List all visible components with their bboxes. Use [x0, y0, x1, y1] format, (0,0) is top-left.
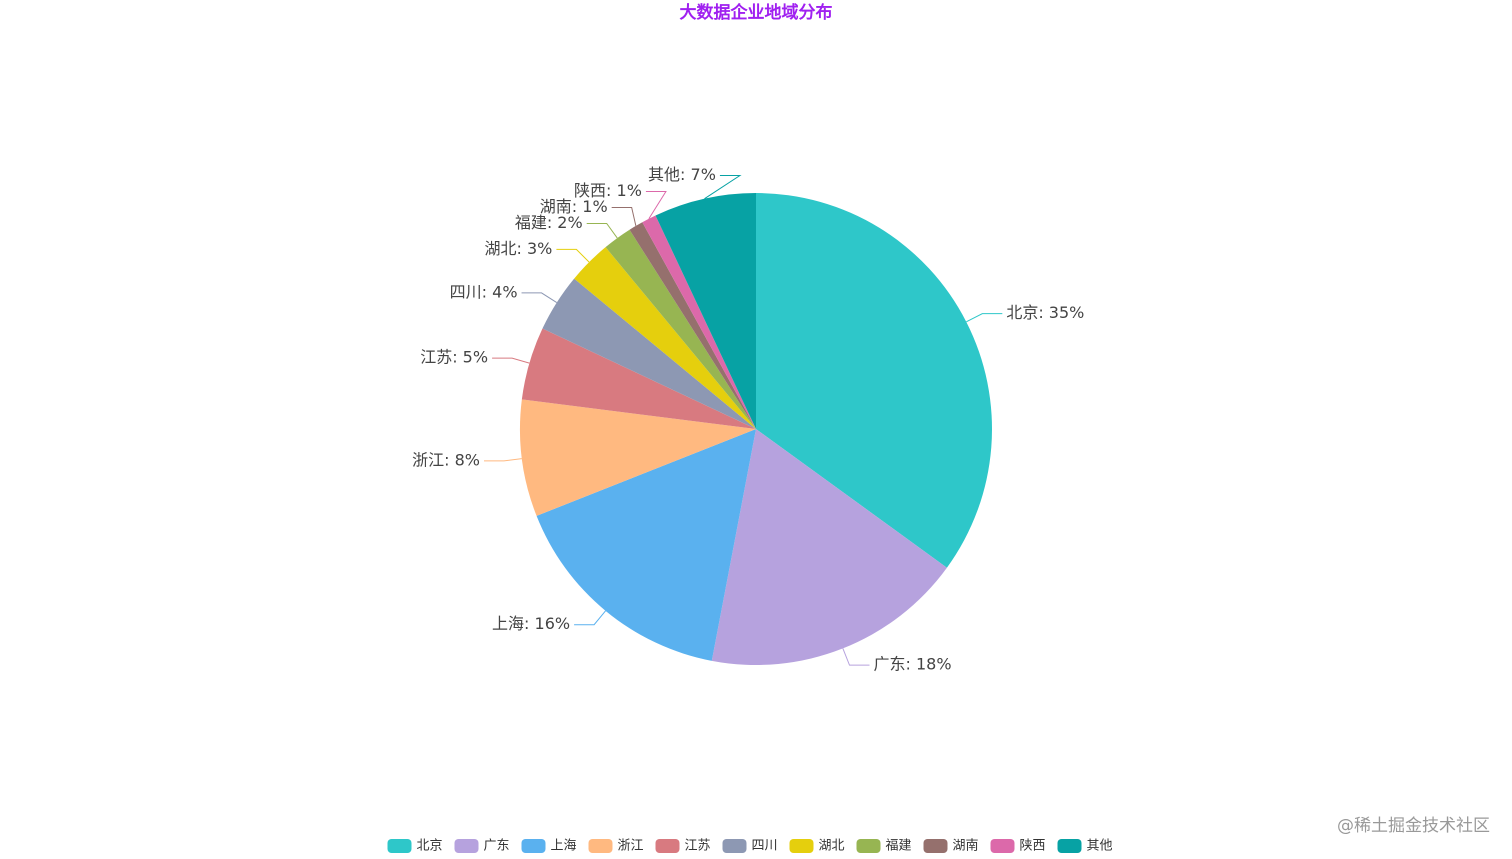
data-label: 湖南: 1%	[540, 197, 608, 216]
pie-slice	[756, 193, 992, 568]
label-line	[704, 175, 742, 200]
legend-label: 四川	[752, 839, 778, 854]
label-line	[484, 458, 522, 462]
pie-slice	[574, 247, 756, 429]
pie-slice	[542, 278, 756, 429]
pie-slice	[711, 429, 947, 665]
legend-label: 湖北	[819, 839, 845, 854]
legend-swatch	[521, 839, 546, 853]
pie-slice	[605, 229, 756, 429]
legend-swatch	[990, 839, 1015, 853]
pie-slice	[536, 429, 756, 661]
legend-label: 江苏	[685, 838, 711, 854]
data-label: 浙江: 8%	[412, 450, 480, 469]
data-label: 北京: 35%	[1006, 303, 1084, 322]
label-line	[574, 610, 606, 626]
legend-label: 浙江	[618, 839, 644, 854]
legend-swatch	[923, 839, 948, 853]
chart-title: 大数据企业地域分布	[680, 2, 833, 23]
legend-swatch	[856, 839, 881, 853]
label-line	[521, 292, 558, 303]
legend-label: 陕西	[1020, 839, 1046, 854]
data-label: 上海: 16%	[492, 614, 570, 633]
pie-slice	[655, 193, 756, 429]
legend-swatch	[722, 839, 747, 853]
label-line	[492, 357, 530, 364]
legend-swatch	[789, 839, 814, 853]
legend-label: 湖南	[953, 838, 979, 854]
pie-slice	[629, 222, 756, 429]
data-label: 广东: 18%	[874, 655, 952, 674]
data-label: 江苏: 5%	[420, 348, 488, 367]
data-label: 其他: 7%	[648, 165, 716, 184]
data-label: 陕西: 1%	[574, 181, 642, 200]
legend-label: 上海	[551, 839, 577, 854]
legend-label: 福建	[886, 839, 912, 854]
pie-slice	[519, 399, 756, 516]
data-label: 四川: 4%	[450, 282, 518, 301]
pie-slice	[521, 328, 756, 429]
label-line	[556, 248, 590, 263]
legend-swatch	[454, 839, 479, 853]
label-line	[611, 207, 637, 226]
legend-label: 北京	[417, 839, 443, 854]
watermark: @稀土掘金技术社区	[1337, 816, 1490, 836]
data-label: 福建: 2%	[515, 213, 583, 232]
legend-swatch	[588, 839, 613, 853]
pie-slice	[642, 215, 756, 429]
label-line	[842, 648, 870, 666]
legend-label: 其他	[1087, 839, 1113, 854]
legend-swatch	[387, 839, 412, 853]
legend-label: 广东	[484, 839, 510, 854]
label-line	[966, 313, 1003, 323]
label-line	[586, 223, 618, 239]
data-label: 湖北: 3%	[485, 239, 553, 258]
legend-swatch	[1057, 839, 1082, 853]
label-line	[645, 191, 667, 219]
legend-swatch	[655, 839, 680, 853]
